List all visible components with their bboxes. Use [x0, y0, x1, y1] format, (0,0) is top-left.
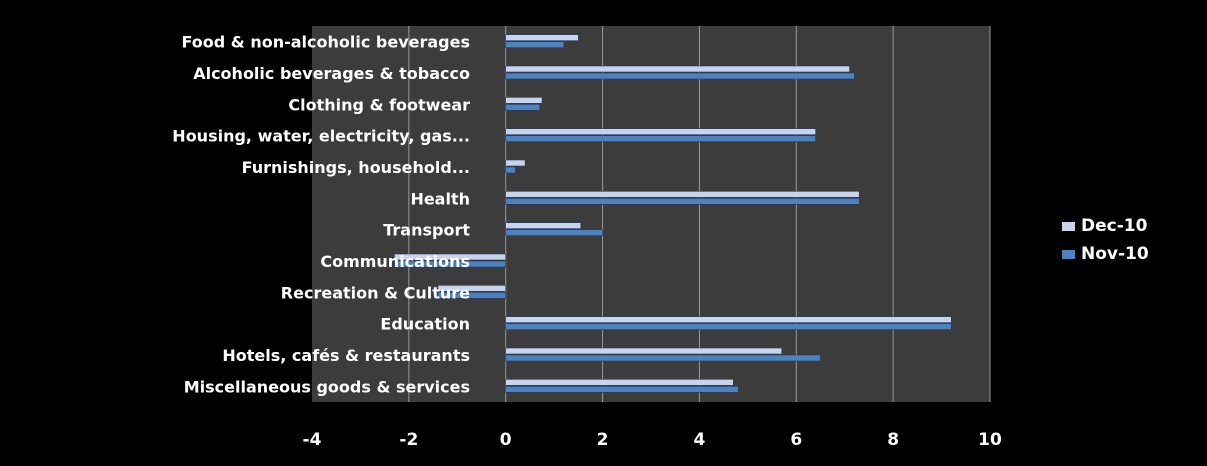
bar-dec-10: [505, 34, 579, 41]
bar-nov-10: [505, 229, 603, 236]
bar-dec-10: [437, 285, 507, 292]
legend: Dec-10 Nov-10: [1062, 212, 1149, 268]
bar-dec-10: [505, 159, 526, 167]
category-label: Communications: [320, 252, 470, 271]
category-label: Clothing & footwear: [288, 95, 470, 114]
bar-nov-10: [394, 260, 507, 268]
bar-nov-10: [505, 135, 816, 142]
category-label: Education: [380, 315, 470, 334]
bar-dec-10: [505, 191, 860, 198]
category-label: Food & non-alcoholic beverages: [182, 33, 471, 52]
gridlines: [408, 26, 991, 402]
category-label: Hotels, cafés & restaurants: [222, 346, 470, 365]
bar-dec-10: [505, 316, 952, 323]
bar-nov-10: [505, 354, 821, 362]
bar-nov-10: [505, 104, 540, 111]
bar-dec-10: [505, 379, 734, 386]
bar-dec-10: [394, 253, 507, 261]
bar-nov-10: [505, 323, 952, 330]
category-label: Housing, water, electricity, gas...: [172, 127, 470, 146]
bar-dec-10: [505, 222, 582, 229]
category-label: Furnishings, household...: [242, 158, 470, 177]
bar-dec-10: [505, 65, 850, 73]
category-label: Health: [410, 189, 470, 208]
x-tick-label: 8: [887, 430, 899, 450]
bar-dec-10: [505, 128, 816, 135]
category-label: Recreation & Culture: [281, 283, 470, 302]
legend-item-nov-10: Nov-10: [1062, 240, 1149, 268]
bar-nov-10: [505, 72, 855, 80]
category-label: Miscellaneous goods & services: [184, 377, 470, 396]
x-tick-label: 2: [597, 430, 609, 450]
legend-label-dec-10: Dec-10: [1081, 216, 1148, 236]
bar-nov-10: [505, 41, 565, 48]
category-label: Transport: [383, 221, 470, 240]
x-tick-labels: -4 -2 0 2 4 6 8 10: [303, 430, 1002, 450]
bar-dec-10: [505, 347, 783, 355]
category-label: Alcoholic beverages & tobacco: [193, 64, 470, 83]
x-tick-label: 4: [694, 430, 706, 450]
bar-dec-10: [505, 97, 543, 104]
legend-swatch-nov-10: [1062, 249, 1075, 259]
x-tick-label: 6: [790, 430, 802, 450]
bar-nov-10: [505, 166, 516, 174]
category-labels: Food & non-alcoholic beverages Alcoholic …: [172, 33, 470, 397]
x-tick-label: 10: [978, 430, 1002, 450]
plot-area: [312, 26, 990, 402]
bars: [394, 34, 952, 393]
legend-item-dec-10: Dec-10: [1062, 212, 1149, 240]
x-tick-label: -4: [303, 430, 322, 450]
bar-nov-10: [505, 198, 860, 205]
legend-label-nov-10: Nov-10: [1081, 244, 1149, 264]
bar-nov-10: [505, 386, 739, 393]
x-tick-label: 0: [500, 430, 512, 450]
x-tick-label: -2: [399, 430, 418, 450]
bar-nov-10: [437, 292, 507, 299]
legend-swatch-dec-10: [1062, 221, 1075, 231]
